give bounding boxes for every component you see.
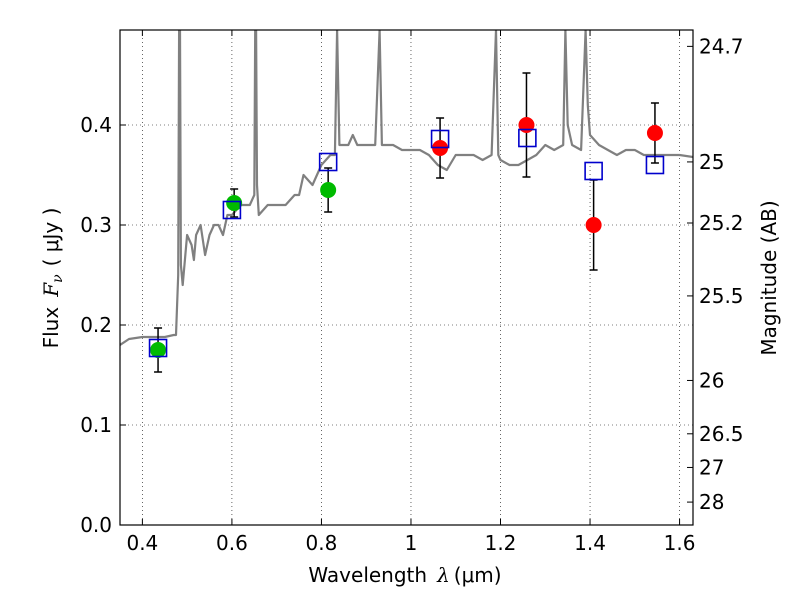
x-tick-label: 0.6 (216, 531, 248, 555)
x-tick-label: 0.8 (306, 531, 338, 555)
data-point-square (645, 155, 665, 175)
x-tick-label: 1.4 (574, 531, 606, 555)
data-point-square (222, 200, 242, 220)
data-point-square (518, 128, 537, 148)
data-point-green (226, 195, 243, 211)
x-tick-label: 1 (405, 531, 418, 555)
plot-area (120, 30, 693, 373)
x-tick-label: 0.4 (126, 531, 158, 555)
data-point-red (646, 125, 663, 141)
y-tick-label: 0.1 (80, 413, 112, 437)
axis-ticks: 0.4 0.6 0.8 1 1.2 1.4 1.6 0.0 0.1 0.2 0.3 0.4 24.7 25… (80, 30, 744, 555)
x-tick-label: 1.2 (485, 531, 517, 555)
y-tick-label: 0.0 (80, 513, 112, 537)
plot-frame (119, 29, 694, 526)
data-point-green (320, 182, 337, 198)
y2-tick-label: 28 (699, 490, 724, 514)
grid-lines (120, 30, 693, 526)
y2-tick-label: 24.7 (699, 34, 744, 58)
y2-tick-label: 26 (699, 368, 724, 392)
y-tick-label: 0.4 (80, 113, 112, 137)
y-axis-label: FluxFν( μJy ) (39, 208, 66, 349)
y2-tick-label: 25.2 (699, 211, 744, 235)
data-point-square (148, 338, 168, 358)
x-axis-label: Wavelength λ (μm) (308, 563, 501, 587)
data-point-square (430, 129, 450, 149)
y2-tick-label: 26.5 (699, 422, 744, 446)
data-point-green (150, 342, 167, 358)
x-tick-label: 1.6 (664, 531, 696, 555)
model-spectrum-line (120, 30, 693, 346)
y-tick-label: 0.3 (80, 213, 112, 237)
y2-axis-label: Magnitude (AB) (757, 200, 781, 355)
y2-tick-label: 25.5 (699, 284, 744, 308)
y2-tick-label: 25 (699, 150, 724, 174)
data-point-square (584, 161, 603, 181)
data-point-red (585, 217, 602, 233)
data-point-square (318, 152, 338, 172)
y-tick-label: 0.2 (80, 313, 112, 337)
y2-tick-label: 27 (699, 455, 724, 479)
